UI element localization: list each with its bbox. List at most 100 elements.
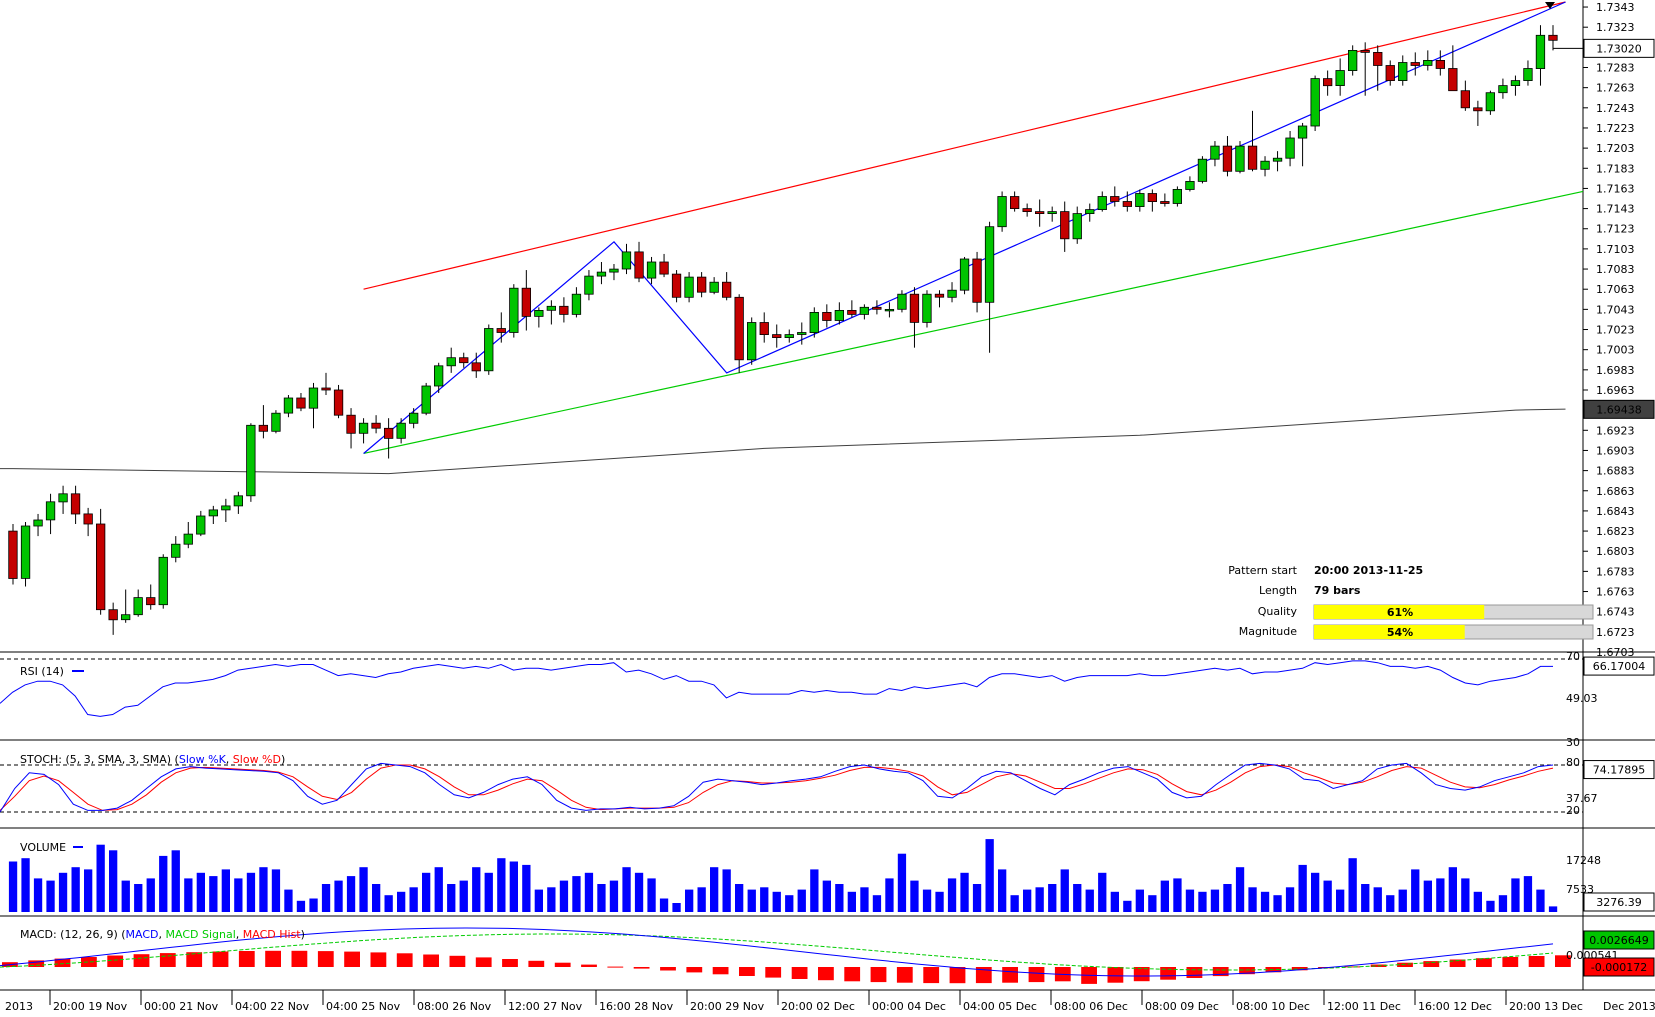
candle-body (709, 281, 719, 293)
rsi-line (0, 660, 1553, 717)
candlestick (1172, 186, 1182, 207)
candle-body (408, 412, 419, 424)
candlestick (1410, 52, 1420, 76)
volume-bar (672, 903, 681, 912)
volume-bar (8, 861, 18, 912)
candlestick (1498, 78, 1508, 99)
price-tick-label: 1.7223 (1596, 122, 1635, 135)
candlestick (959, 256, 970, 295)
volume-bar (246, 872, 256, 912)
candle-body (1210, 145, 1220, 160)
candle-body (1097, 196, 1107, 211)
pattern-quality-value: 61% (1387, 606, 1413, 619)
macd-hist-bar (1160, 967, 1176, 980)
candle-body (1010, 196, 1020, 210)
volume-bar (597, 884, 606, 912)
volume-bar (359, 867, 368, 912)
volume-bar (1273, 895, 1282, 912)
candlestick (521, 270, 531, 331)
ma-value-badge: 1.69438 (1596, 403, 1642, 416)
candle-body (358, 422, 369, 434)
candle-body (1348, 50, 1358, 72)
volume-bar (1248, 887, 1257, 912)
macd-signal-line (0, 933, 1554, 971)
macd-hist-bar (265, 950, 281, 967)
candle-body (621, 251, 632, 270)
candle-body (934, 293, 945, 298)
price-tick-label: 1.7003 (1596, 344, 1635, 357)
volume-bar (534, 889, 543, 912)
candlestick (33, 513, 43, 537)
candlestick (1385, 60, 1395, 86)
candlestick (1460, 80, 1470, 111)
candle-body (496, 328, 506, 333)
candle-body (609, 268, 619, 273)
candle-body (1247, 145, 1258, 170)
candlestick (408, 408, 419, 429)
volume-bar (1473, 891, 1482, 912)
volume-bar (422, 872, 431, 912)
volume-bar (1123, 900, 1132, 912)
candle-body (1147, 193, 1157, 203)
time-tick-label: Dec 2013 (1603, 1000, 1655, 1013)
candlestick (1535, 25, 1546, 86)
candle-body (308, 387, 319, 409)
candlestick (1010, 191, 1020, 212)
macd-hist-bar (765, 967, 782, 978)
volume-bar (1260, 891, 1270, 912)
macd-hist-bar (81, 957, 97, 967)
volume-bar (1073, 884, 1082, 912)
volume-bar (998, 869, 1007, 912)
candlestick (1235, 141, 1245, 174)
volume-bar (935, 891, 944, 912)
macd-hist-bar (896, 967, 913, 983)
volume-bar (1235, 867, 1245, 912)
volume-bar (1160, 880, 1169, 912)
candlestick (1310, 75, 1320, 131)
volume-bar (397, 891, 406, 912)
time-tick-label: 08:00 09 Dec (1145, 1000, 1219, 1013)
candlestick (45, 493, 56, 535)
rsi-panel[interactable]: 70 49.03 30 66.17004 (0, 650, 1655, 749)
candle-body (697, 276, 707, 293)
candle-body (646, 261, 657, 279)
macd-hist-bar (475, 957, 492, 967)
candlestick (459, 352, 469, 368)
macd-hist-bar (212, 951, 229, 967)
candlestick (822, 304, 832, 328)
candlestick (233, 491, 244, 514)
volume-bar (1148, 895, 1157, 912)
moving-average-line (0, 408, 1566, 475)
candle-body (1022, 208, 1032, 213)
macd-hist-bar (1002, 967, 1018, 983)
candle-body (1085, 209, 1095, 215)
candlestick (8, 524, 18, 585)
volume-bar (46, 880, 55, 912)
candle-body (1535, 34, 1546, 69)
candle-body (872, 306, 882, 310)
volume-bar (1336, 889, 1345, 912)
volume-label: VOLUME (20, 841, 66, 854)
candle-body (421, 385, 431, 414)
candlestick (1360, 42, 1370, 96)
candlestick (146, 584, 156, 610)
candle-body (722, 281, 732, 298)
macd-hist-bar (1107, 967, 1124, 983)
price-tick-label: 1.7083 (1596, 263, 1635, 276)
price-panel[interactable]: 1.7343 1.7323 1.7283 1.7263 1.7243 1.7223 1.72… (0, 1, 1655, 659)
volume-bar (1110, 891, 1119, 912)
candlestick (809, 307, 819, 338)
candle-body (1398, 62, 1408, 82)
candle-body (484, 328, 494, 372)
macd-hist-bar (449, 955, 466, 967)
macd-value-badge-top-box (1583, 930, 1655, 950)
volume-bar (284, 889, 293, 912)
candlestick (747, 317, 757, 365)
macd-value-badge-bottom: -0.000172 (1591, 961, 1647, 974)
volume-bar (634, 872, 644, 912)
last-price-badge-box (1583, 38, 1655, 58)
candlestick (183, 522, 193, 549)
